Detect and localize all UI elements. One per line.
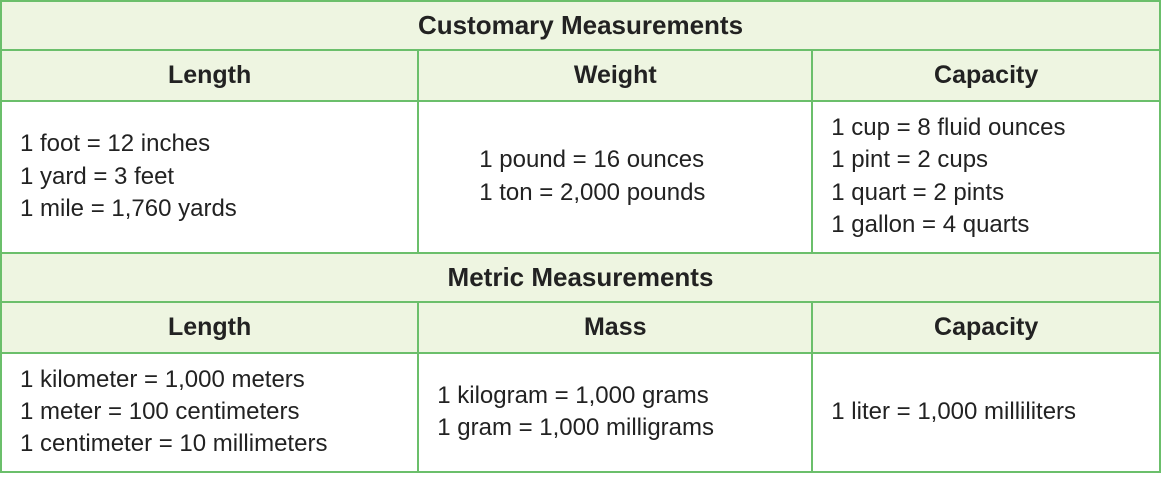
conversion-line: 1 pound = 16 ounces <box>479 144 793 176</box>
conversion-line: 1 kilogram = 1,000 grams <box>437 380 793 412</box>
metric-title: Metric Measurements <box>1 253 1160 302</box>
conversion-line: 1 centimeter = 10 millimeters <box>20 428 399 460</box>
conversion-line: 1 liter = 1,000 milliliters <box>831 396 1141 428</box>
customary-length-cell: 1 foot = 12 inches 1 yard = 3 feet 1 mil… <box>1 101 418 253</box>
customary-header-capacity: Capacity <box>812 50 1160 101</box>
customary-title: Customary Measurements <box>1 1 1160 50</box>
conversion-line: 1 yard = 3 feet <box>20 161 399 193</box>
metric-header-capacity: Capacity <box>812 302 1160 353</box>
conversion-line: 1 foot = 12 inches <box>20 128 399 160</box>
conversion-line: 1 quart = 2 pints <box>831 177 1141 209</box>
conversion-line: 1 ton = 2,000 pounds <box>479 177 793 209</box>
conversion-line: 1 gallon = 4 quarts <box>831 209 1141 241</box>
metric-header-mass: Mass <box>418 302 812 353</box>
metric-length-cell: 1 kilometer = 1,000 meters 1 meter = 100… <box>1 353 418 472</box>
metric-capacity-cell: 1 liter = 1,000 milliliters <box>812 353 1160 472</box>
measurements-table: Customary Measurements Length Weight Cap… <box>0 0 1161 473</box>
conversion-line: 1 meter = 100 centimeters <box>20 396 399 428</box>
conversion-line: 1 kilometer = 1,000 meters <box>20 364 399 396</box>
metric-header-length: Length <box>1 302 418 353</box>
customary-header-length: Length <box>1 50 418 101</box>
customary-weight-cell: 1 pound = 16 ounces 1 ton = 2,000 pounds <box>418 101 812 253</box>
conversion-line: 1 mile = 1,760 yards <box>20 193 399 225</box>
conversion-line: 1 cup = 8 fluid ounces <box>831 112 1141 144</box>
metric-mass-cell: 1 kilogram = 1,000 grams 1 gram = 1,000 … <box>418 353 812 472</box>
conversion-line: 1 gram = 1,000 milligrams <box>437 412 793 444</box>
customary-capacity-cell: 1 cup = 8 fluid ounces 1 pint = 2 cups 1… <box>812 101 1160 253</box>
customary-header-weight: Weight <box>418 50 812 101</box>
conversion-line: 1 pint = 2 cups <box>831 144 1141 176</box>
